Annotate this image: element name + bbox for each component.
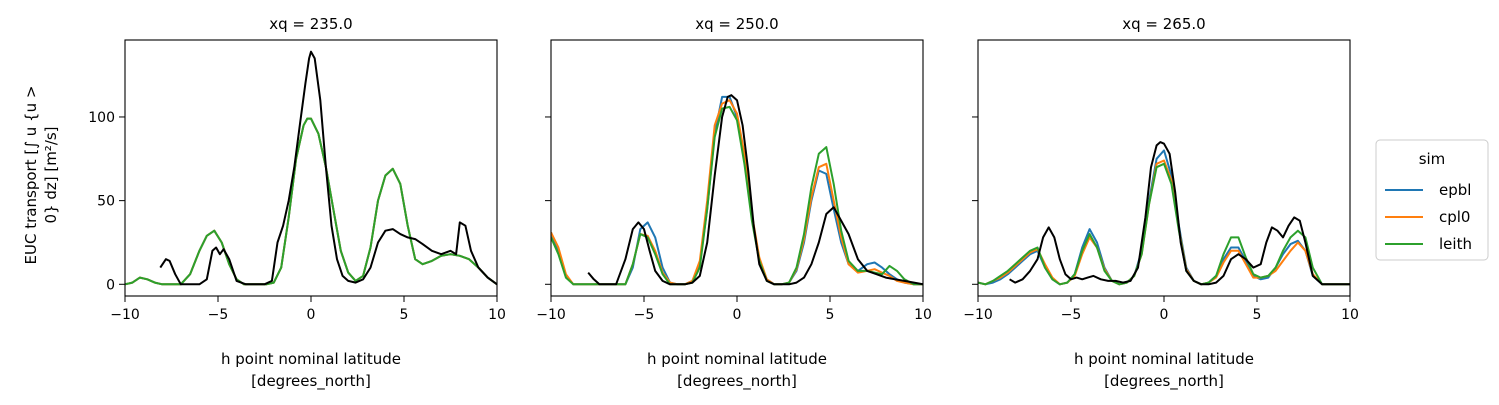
legend-items: epbl cpl0 leith [1385,181,1472,253]
x-tick-label: −10 [110,307,140,323]
x-tick-label: 0 [733,307,742,323]
subplot-3: xq = 265.0 −10 −5 0 5 10 h point nominal latit… [963,15,1359,391]
legend-label-leith: leith [1439,235,1472,253]
x-tick-label: 0 [1160,307,1169,323]
x-tick-label: 5 [400,307,409,323]
x-tick-label: 10 [488,307,506,323]
x-axis-label-line1: h point nominal latitude [647,350,827,368]
y-axis-label-line1: EUC transport [∫ u {u > [22,86,40,265]
x-axis-label-line2: [degrees_north] [677,372,797,391]
x-axis-label-line2: [degrees_north] [1104,372,1224,391]
axes-frame [977,39,1351,297]
y-axis-label: EUC transport [∫ u {u > 0} dz] [m²/s] [22,86,60,265]
x-axis-label-line2: [degrees_north] [251,372,371,391]
series-line-cpl0 [551,99,923,286]
x-tick-label: −5 [208,307,229,323]
series-group [978,141,1350,286]
x-tick-label: −5 [634,307,655,323]
x-tick-label: −5 [1061,307,1082,323]
x-axis-label-line1: h point nominal latitude [1074,350,1254,368]
x-tick-label: 5 [826,307,835,323]
series-line-leith [551,105,923,286]
series-line-leith [978,162,1350,286]
axes-frame [550,39,924,297]
subplot-title: xq = 265.0 [1122,15,1205,33]
legend-label-epbl: epbl [1439,181,1471,199]
series-line-reference [587,94,923,286]
series-group [125,50,497,286]
y-tick-label: 0 [106,277,115,293]
series-line-cpl0 [125,117,497,286]
legend: sim epbl cpl0 leith [1375,139,1489,261]
subplot-title: xq = 250.0 [695,15,778,33]
x-tick-label: 10 [1341,307,1359,323]
series-line-reference [1009,141,1350,286]
subplot-2: xq = 250.0 −10 −5 0 5 10 h point nominal latit… [536,15,932,391]
y-tick-label: 50 [97,194,115,210]
subplot-title: xq = 235.0 [269,15,352,33]
series-line-leith [125,117,497,286]
legend-label-cpl0: cpl0 [1439,208,1470,226]
x-tick-label: −10 [536,307,566,323]
series-line-epbl [125,117,497,286]
x-tick-label: −10 [963,307,993,323]
x-axis-label-line1: h point nominal latitude [221,350,401,368]
series-group [551,94,923,286]
legend-frame [1375,139,1489,261]
series-line-reference [159,50,497,286]
y-axis-label-line2: 0} dz] [m²/s] [42,126,60,223]
x-tick-label: 0 [307,307,316,323]
axes-frame [124,39,498,297]
y-tick-label: 100 [88,110,115,126]
x-tick-label: 5 [1253,307,1262,323]
legend-title: sim [1419,150,1446,168]
x-tick-label: 10 [914,307,932,323]
